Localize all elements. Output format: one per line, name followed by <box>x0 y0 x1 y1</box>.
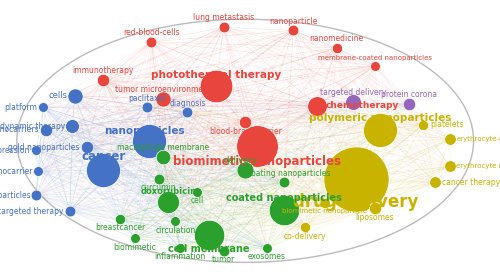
Point <box>212 84 220 89</box>
Text: red-blood-cells: red-blood-cells <box>123 28 180 37</box>
Text: cell membrane: cell membrane <box>168 244 250 254</box>
Text: gold nanoparticles: gold nanoparticles <box>8 143 80 152</box>
Point <box>241 119 249 124</box>
Point <box>154 177 162 181</box>
Point <box>446 137 454 141</box>
Text: delivery: delivery <box>224 156 258 165</box>
Text: polymeric nanoparticles: polymeric nanoparticles <box>308 113 451 123</box>
Text: tumor microenvironment: tumor microenvironment <box>116 85 212 94</box>
Text: curcumin: curcumin <box>141 183 176 192</box>
Text: tumor: tumor <box>212 255 235 264</box>
Text: co-delivery: co-delivery <box>284 232 327 241</box>
Text: diagnosis: diagnosis <box>169 98 206 107</box>
Text: doxorubicin: doxorubicin <box>140 187 196 196</box>
Point <box>446 164 454 169</box>
Point <box>193 190 201 194</box>
Point <box>100 78 108 82</box>
Point <box>66 209 74 213</box>
Point <box>376 127 384 132</box>
Point <box>404 102 412 106</box>
Point <box>332 46 340 50</box>
Point <box>371 63 379 68</box>
Text: lung metastasis: lung metastasis <box>193 13 254 22</box>
Text: nanoparticle: nanoparticle <box>269 17 318 26</box>
Text: platelets: platelets <box>430 120 464 129</box>
Point <box>145 139 153 143</box>
Point <box>352 177 360 181</box>
Text: chemotherapy: chemotherapy <box>326 101 400 110</box>
Text: macrophage membrane: macrophage membrane <box>118 143 210 152</box>
Point <box>205 233 213 237</box>
Text: drug delivery: drug delivery <box>293 193 418 211</box>
Text: photothermal therapy: photothermal therapy <box>151 70 282 80</box>
Point <box>100 168 108 172</box>
Text: targeted therapy: targeted therapy <box>0 207 64 216</box>
Point <box>172 219 179 224</box>
Point <box>350 100 358 104</box>
Text: exosomes: exosomes <box>248 252 286 261</box>
Text: cell: cell <box>190 196 203 205</box>
Point <box>68 124 76 129</box>
Point <box>116 217 124 221</box>
Point <box>70 94 78 98</box>
Point <box>142 105 150 109</box>
Point <box>253 143 261 148</box>
Text: nanocarriers: nanocarriers <box>0 125 39 134</box>
Point <box>82 145 90 149</box>
Point <box>290 28 298 33</box>
Point <box>40 105 48 109</box>
Point <box>220 25 228 29</box>
Point <box>184 110 192 114</box>
Text: platform: platform <box>4 103 38 112</box>
Point <box>302 225 310 229</box>
Text: expression: expression <box>0 146 30 155</box>
Text: biomimetic: biomimetic <box>113 243 156 252</box>
Point <box>220 249 228 254</box>
Text: targeted delivery: targeted delivery <box>320 88 386 97</box>
Point <box>280 208 287 212</box>
Text: photodynamic therapy: photodynamic therapy <box>0 122 66 131</box>
Text: erythrocyte membrane: erythrocyte membrane <box>456 163 500 169</box>
Point <box>419 123 427 127</box>
Point <box>371 206 379 210</box>
Point <box>42 127 50 132</box>
Point <box>263 246 271 250</box>
Point <box>32 148 40 153</box>
Text: cancer therapy: cancer therapy <box>442 178 500 187</box>
Point <box>160 154 168 159</box>
Text: circulation: circulation <box>156 225 196 234</box>
Text: immunotherapy: immunotherapy <box>72 66 134 75</box>
Text: membrane-coated nanoparticles: membrane-coated nanoparticles <box>318 55 432 61</box>
Text: erythrocyte-membrane: erythrocyte-membrane <box>456 136 500 142</box>
Text: camouflaged nanoparticles: camouflaged nanoparticles <box>0 191 30 200</box>
Point <box>320 201 328 205</box>
Point <box>280 180 287 185</box>
Text: inflammation: inflammation <box>154 252 206 261</box>
Point <box>176 246 184 250</box>
Point <box>34 169 42 173</box>
Point <box>130 236 138 240</box>
Point <box>32 193 40 197</box>
Text: nanomedicine: nanomedicine <box>310 34 364 43</box>
Text: nanocarrier: nanocarrier <box>0 167 32 176</box>
Text: breastcancer: breastcancer <box>95 223 146 232</box>
Point <box>241 168 249 172</box>
Text: protein corona: protein corona <box>380 90 436 99</box>
Point <box>160 97 168 101</box>
Text: blood-brain-barrier: blood-brain-barrier <box>209 127 282 136</box>
Text: biomimetic nanoparticle: biomimetic nanoparticle <box>282 208 367 214</box>
Point <box>148 39 156 44</box>
Text: nanoparticles: nanoparticles <box>104 126 184 136</box>
Text: cancer: cancer <box>81 150 126 163</box>
Point <box>314 103 322 108</box>
Text: cells: cells <box>49 91 68 100</box>
Text: coated nanoparticles: coated nanoparticles <box>226 193 342 203</box>
Text: biomimetic nanoparticles: biomimetic nanoparticles <box>173 154 341 168</box>
Point <box>164 199 172 204</box>
Text: coating nanoparticles: coating nanoparticles <box>247 169 330 178</box>
Text: liposomes: liposomes <box>356 213 395 222</box>
Text: paclitaxel: paclitaxel <box>128 94 166 103</box>
Point <box>431 180 439 185</box>
